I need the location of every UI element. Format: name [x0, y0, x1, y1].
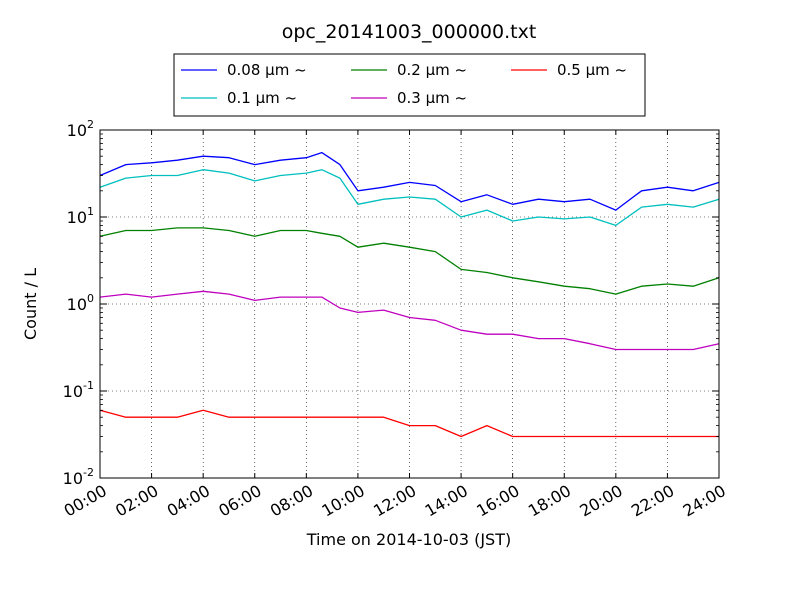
- legend-box: [173, 53, 646, 117]
- y-tick-label: 10-1: [63, 379, 94, 401]
- legend-label-4: 0.5 μm ~: [557, 61, 627, 79]
- series-line-1: [99, 169, 720, 227]
- y-tick-label: 101: [67, 205, 94, 227]
- y-tick-label: 10-2: [63, 466, 94, 488]
- y-tick-label: 102: [67, 118, 94, 140]
- y-tick-label: 100: [67, 292, 94, 314]
- legend-label-3: 0.3 μm ~: [397, 89, 467, 107]
- chart-title: opc_20141003_000000.txt: [282, 21, 537, 43]
- x-axis-label: Time on 2014-10-03 (JST): [306, 530, 511, 549]
- series-line-4: [99, 409, 719, 438]
- series-line-0: [99, 151, 720, 211]
- legend-label-1: 0.1 μm ~: [227, 89, 297, 107]
- y-tick-label-base: 10: [67, 121, 87, 140]
- y-tick-label-base: 10: [67, 208, 87, 227]
- y-tick-label-base: 10: [67, 295, 87, 314]
- y-tick-label-exponent: 2: [87, 118, 94, 131]
- y-tick-label-exponent: -1: [83, 379, 94, 392]
- series-line-3: [99, 290, 720, 351]
- tick-marks: [99, 129, 720, 479]
- y-tick-label-base: 10: [63, 469, 83, 488]
- y-tick-label-exponent: -2: [83, 466, 94, 479]
- y-tick-label-exponent: 1: [87, 205, 94, 218]
- legend-label-0: 0.08 μm ~: [227, 61, 307, 79]
- y-tick-label-base: 10: [63, 382, 83, 401]
- y-tick-label-exponent: 0: [87, 292, 94, 305]
- legend: 0.08 μm ~ 0.1 μm ~ 0.2 μm ~ 0.3 μm ~ 0.5 μm …: [173, 53, 646, 117]
- series-layer: [99, 151, 720, 438]
- legend-label-2: 0.2 μm ~: [397, 61, 467, 79]
- y-axis-label: Count / L: [21, 268, 40, 340]
- series-line-2: [99, 227, 720, 295]
- plot-area: [99, 129, 720, 479]
